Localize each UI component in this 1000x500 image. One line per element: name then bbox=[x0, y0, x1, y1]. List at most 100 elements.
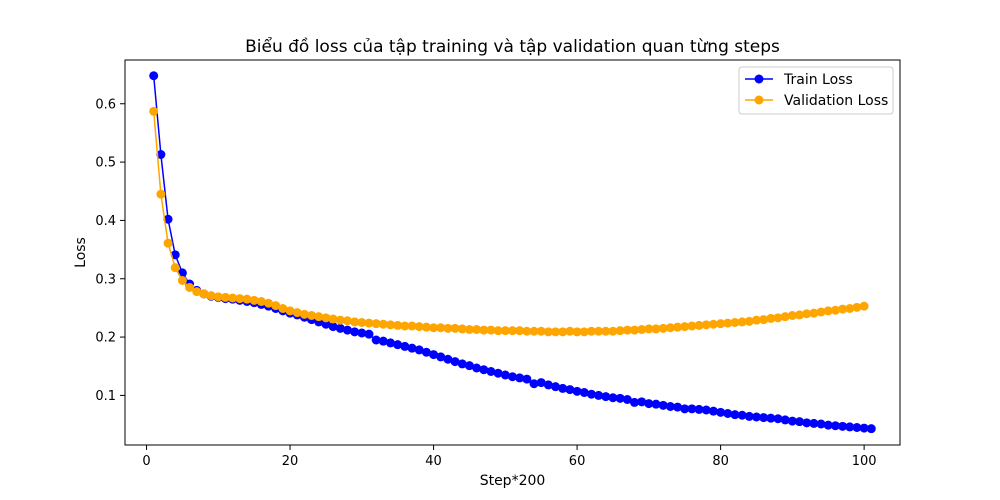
data-point-validation bbox=[436, 323, 446, 333]
data-point-validation bbox=[421, 322, 431, 332]
data-point-validation bbox=[802, 309, 812, 319]
data-point-validation bbox=[472, 325, 482, 334]
data-point-validation bbox=[407, 321, 417, 331]
data-point-validation bbox=[651, 324, 661, 334]
data-point-train bbox=[723, 409, 733, 418]
data-point-train bbox=[586, 389, 596, 399]
x-tick-label: 60 bbox=[569, 454, 586, 469]
data-point-validation bbox=[629, 325, 639, 335]
data-point-train bbox=[658, 400, 668, 410]
data-point-train bbox=[615, 393, 625, 403]
data-point-train bbox=[558, 383, 568, 393]
data-point-train bbox=[622, 395, 632, 404]
data-point-validation bbox=[335, 315, 345, 325]
data-point-validation bbox=[816, 307, 826, 317]
data-point-validation bbox=[271, 301, 281, 311]
data-point-validation bbox=[479, 325, 489, 335]
data-point-validation bbox=[551, 327, 561, 337]
data-point-train bbox=[795, 417, 805, 427]
data-point-train bbox=[450, 357, 460, 367]
data-point-train bbox=[170, 250, 180, 260]
data-point-validation bbox=[364, 318, 374, 328]
data-point-validation bbox=[780, 312, 790, 322]
data-point-validation bbox=[199, 289, 209, 299]
y-tick-label: 0.3 bbox=[95, 272, 116, 287]
data-point-validation bbox=[665, 323, 675, 333]
data-point-validation bbox=[206, 291, 216, 301]
data-point-train bbox=[472, 363, 482, 373]
y-tick-label: 0.1 bbox=[95, 389, 116, 404]
data-point-validation bbox=[565, 326, 575, 336]
data-point-train bbox=[830, 421, 840, 431]
data-point-train bbox=[443, 354, 453, 364]
data-point-validation bbox=[529, 326, 539, 336]
data-point-validation bbox=[737, 317, 747, 327]
y-axis-label: Loss bbox=[73, 237, 89, 268]
data-point-train bbox=[579, 388, 589, 397]
data-point-validation bbox=[457, 324, 467, 334]
data-point-train bbox=[515, 373, 525, 383]
legend-marker-validation bbox=[754, 95, 764, 105]
data-point-validation bbox=[773, 313, 783, 323]
data-point-train bbox=[601, 392, 611, 402]
data-point-train bbox=[378, 336, 388, 346]
data-point-validation bbox=[572, 327, 582, 337]
data-point-validation bbox=[644, 324, 654, 334]
y-axis: 0.1 0.2 0.3 0.4 0.5 0.6 bbox=[95, 97, 125, 404]
x-tick-label: 100 bbox=[852, 454, 877, 469]
data-point-train bbox=[414, 345, 424, 355]
data-point-validation bbox=[716, 319, 726, 329]
data-point-train bbox=[149, 71, 159, 81]
data-point-validation bbox=[393, 320, 403, 330]
data-point-train bbox=[522, 374, 532, 384]
data-point-train bbox=[673, 402, 683, 412]
data-point-train bbox=[594, 390, 604, 400]
data-point-train bbox=[744, 411, 754, 421]
data-point-validation bbox=[838, 304, 848, 314]
data-point-validation bbox=[730, 318, 740, 327]
data-point-validation bbox=[163, 238, 173, 248]
data-point-validation bbox=[285, 306, 295, 316]
data-point-validation bbox=[486, 325, 496, 335]
data-point-validation bbox=[852, 302, 862, 312]
data-point-train bbox=[751, 412, 761, 422]
y-tick-label: 0.6 bbox=[95, 97, 116, 112]
data-point-validation bbox=[299, 309, 309, 319]
data-point-train bbox=[393, 340, 403, 350]
data-point-train bbox=[708, 406, 718, 416]
data-point-validation bbox=[256, 297, 266, 306]
data-point-validation bbox=[601, 326, 611, 336]
data-point-train bbox=[716, 407, 726, 417]
data-point-validation bbox=[759, 315, 769, 325]
data-point-train bbox=[364, 329, 374, 339]
data-point-train bbox=[386, 338, 396, 348]
x-axis-label: Step*200 bbox=[480, 473, 546, 489]
data-point-validation bbox=[795, 310, 805, 320]
data-point-validation bbox=[371, 319, 381, 329]
data-point-validation bbox=[278, 304, 288, 313]
data-point-train bbox=[479, 365, 489, 375]
data-point-validation bbox=[701, 320, 711, 330]
data-point-validation bbox=[213, 292, 223, 302]
data-point-train bbox=[644, 399, 654, 409]
data-point-validation bbox=[292, 308, 302, 318]
data-point-train bbox=[651, 399, 661, 409]
data-point-train bbox=[852, 423, 862, 432]
legend-marker-train bbox=[754, 74, 764, 84]
data-point-validation bbox=[859, 301, 869, 311]
data-point-validation bbox=[608, 326, 618, 336]
data-point-validation bbox=[450, 323, 460, 333]
data-point-train bbox=[759, 413, 769, 423]
data-point-train bbox=[543, 380, 553, 390]
data-point-train bbox=[823, 420, 833, 430]
x-tick-label: 20 bbox=[282, 454, 299, 469]
data-point-validation bbox=[386, 320, 396, 330]
data-point-validation bbox=[170, 263, 180, 273]
data-point-train bbox=[551, 382, 561, 392]
data-point-validation bbox=[177, 276, 187, 285]
data-point-validation bbox=[694, 320, 704, 330]
data-point-train bbox=[407, 343, 417, 353]
data-point-validation bbox=[328, 314, 338, 324]
data-point-validation bbox=[357, 318, 367, 327]
